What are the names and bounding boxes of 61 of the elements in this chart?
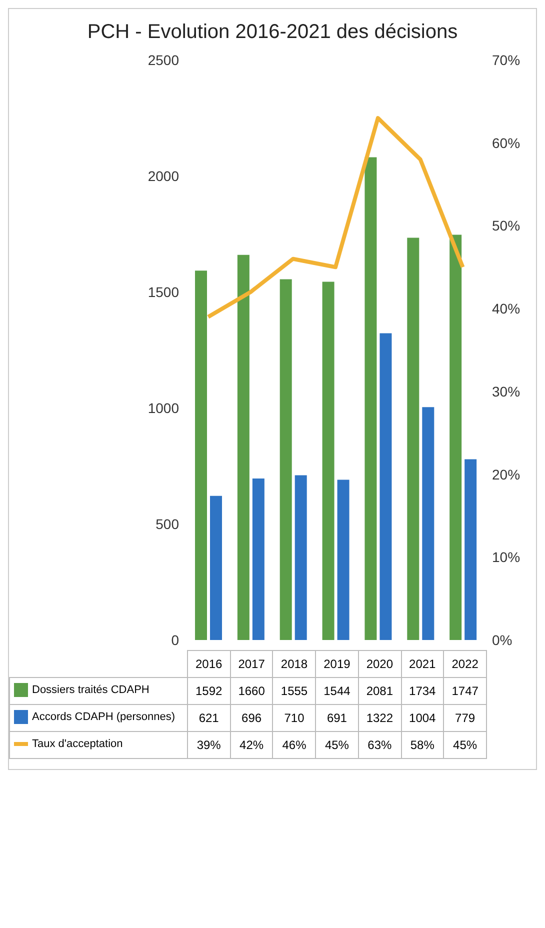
data-label: 39% [188,732,230,758]
x-tick-label: 2016 [188,650,230,678]
data-label: 45% [316,732,358,758]
bar [450,234,462,640]
data-label: 63% [358,732,402,758]
data-label: 1592 [188,678,230,704]
data-label: 1555 [272,678,316,704]
data-label: 42% [230,732,273,758]
bar [280,279,292,640]
y2-tick-label: 50% [492,218,520,234]
data-label: 1322 [358,704,402,732]
legend-label: Accords CDAPH (personnes) [32,710,176,722]
bar [195,270,207,640]
data-label: 621 [188,704,230,732]
data-label: 2081 [358,678,402,704]
legend-label: Taux d'acceptation [32,738,123,750]
x-tick-label: 2020 [358,650,402,678]
y2-tick-label: 10% [492,549,520,566]
x-tick-label: 2019 [316,650,358,678]
data-label: 58% [401,732,444,758]
chart-title: PCH - Evolution 2016-2021 des décisions [86,21,459,44]
y-tick-label: 500 [156,516,180,532]
line-series [206,116,465,319]
legend-label: Dossiers traités CDAPH [32,684,150,696]
y-tick-label: 1000 [148,400,180,416]
y2-tick-label: 20% [492,466,520,482]
y2-tick-label: 70% [492,52,520,68]
x-tick-label: 2021 [401,650,444,678]
bar [364,157,377,640]
x-tick-label: 2018 [272,650,316,678]
x-tick-label: 2022 [444,650,486,678]
y-tick-label: 1500 [148,284,180,300]
y2-tick-label: 30% [492,383,520,400]
y-tick-label: 2500 [148,52,180,68]
bar [464,459,477,640]
data-label: 1544 [316,678,358,704]
y2-tick-label: 0% [492,632,512,648]
data-label: 691 [316,704,358,732]
data-label: 1734 [401,678,444,704]
bar [210,496,222,640]
bar [422,407,434,640]
data-label: 1004 [401,704,444,732]
data-label: 710 [272,704,316,732]
bar [294,475,307,640]
bar [252,478,264,640]
bar [337,480,350,640]
data-label: 696 [230,704,273,732]
y2-tick-label: 40% [492,300,520,317]
bar [380,333,392,640]
y2-tick-label: 60% [492,134,520,151]
data-label: 46% [272,732,316,758]
data-label: 1660 [230,678,273,704]
data-label: 779 [444,704,486,732]
bar [407,238,420,640]
bar [237,254,250,640]
bar [322,282,334,640]
y-tick-label: 0 [171,632,180,648]
x-tick-label: 2017 [230,650,273,678]
data-label: 45% [444,732,486,758]
y-tick-label: 2000 [148,168,180,184]
data-label: 1747 [444,678,486,704]
